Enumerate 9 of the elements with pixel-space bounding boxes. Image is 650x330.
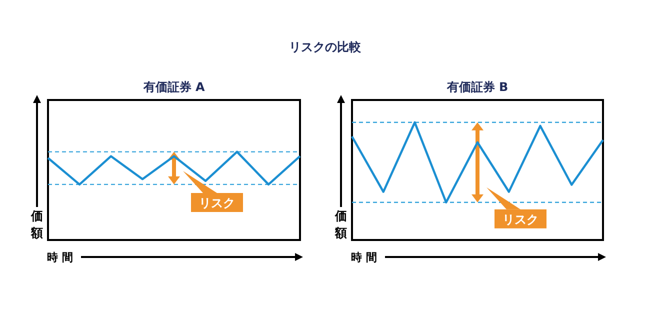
x-axis-title: 時間 [47, 251, 77, 264]
x-axis-title: 時間 [351, 251, 381, 264]
annotation: リスク [502, 212, 538, 226]
annotation: リスク [199, 196, 235, 210]
chart-title: 有価証券 A [142, 80, 206, 94]
chart-title: 有価証券 B [446, 80, 508, 94]
y-axis-title: 価額 [334, 209, 347, 240]
y-axis-title: 価額 [30, 209, 43, 240]
text: リスクの比較 [289, 40, 362, 54]
